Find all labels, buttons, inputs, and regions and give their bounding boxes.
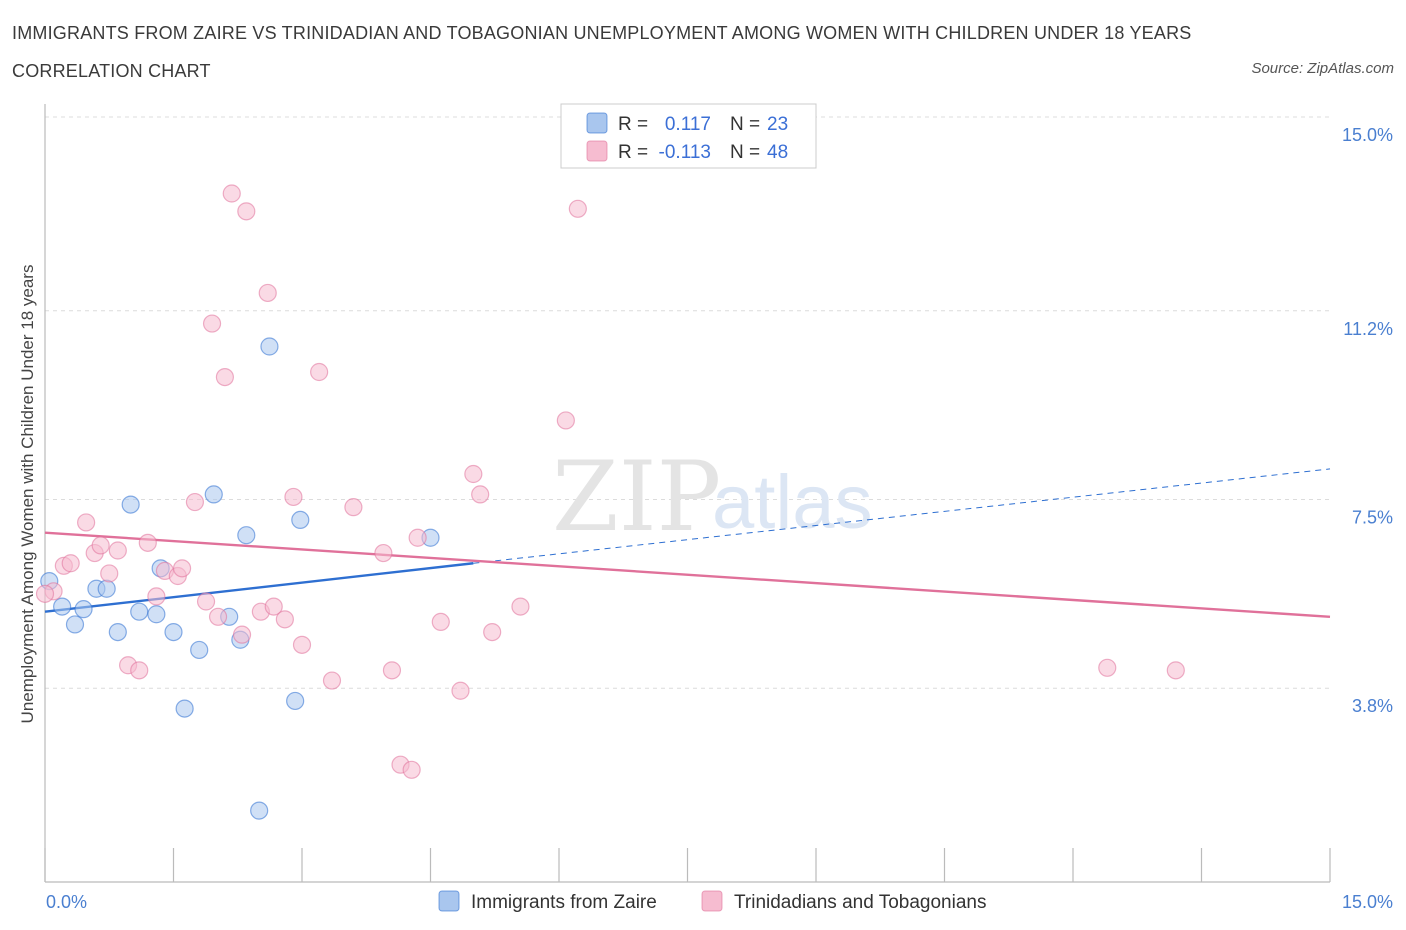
y-axis-label: Unemployment Among Women with Children U… xyxy=(18,265,37,724)
point-series-1-31 xyxy=(344,498,363,517)
point-series-1-19 xyxy=(215,368,234,387)
point-series-1-47 xyxy=(35,584,55,603)
watermark: ZIP atlas xyxy=(552,441,873,553)
point-series-1-7 xyxy=(108,541,127,560)
point-series-1-17 xyxy=(202,314,222,333)
point-series-1-39 xyxy=(464,464,483,484)
point-series-0-21 xyxy=(291,510,310,530)
x-tick-label-max: 15.0% xyxy=(1342,892,1393,912)
point-series-1-5 xyxy=(91,536,110,555)
point-series-1-2 xyxy=(61,554,80,573)
point-series-0-14 xyxy=(204,485,223,504)
point-series-0-11 xyxy=(164,622,183,642)
point-series-0-8 xyxy=(130,602,149,621)
point-series-1-46 xyxy=(1166,661,1185,680)
point-series-1-36 xyxy=(408,528,427,547)
point-series-1-45 xyxy=(1098,658,1117,677)
point-series-1-22 xyxy=(237,202,256,221)
stats-legend-n-label-1: N = xyxy=(730,142,760,163)
point-series-1-42 xyxy=(511,597,530,616)
y-tick-label-3: 15.0% xyxy=(1342,125,1393,145)
point-series-0-20 xyxy=(286,691,305,711)
stats-legend-r-value-1: -0.113 xyxy=(659,142,711,163)
point-series-0-1 xyxy=(53,597,72,616)
axis-layer xyxy=(44,104,1331,883)
point-series-1-38 xyxy=(451,681,470,700)
point-series-0-19 xyxy=(260,337,279,356)
point-series-1-30 xyxy=(322,671,342,690)
point-series-1-29 xyxy=(310,362,329,382)
series-legend-label-1: Trinidadians and Tobagonians xyxy=(734,892,986,913)
chart-title: IMMIGRANTS FROM ZAIRE VS TRINIDADIAN AND… xyxy=(12,23,1192,81)
watermark-zip: ZIP xyxy=(552,441,721,553)
point-series-1-24 xyxy=(258,283,277,303)
stats-legend-r-label-1: R = xyxy=(618,142,648,163)
stats-legend-n-label-0: N = xyxy=(730,114,760,135)
point-series-0-7 xyxy=(121,495,140,514)
stats-legend-r-value-0: 0.117 xyxy=(665,114,711,135)
point-series-1-37 xyxy=(431,612,450,632)
point-series-1-27 xyxy=(284,487,303,507)
point-series-1-3 xyxy=(77,513,96,532)
trend-line-series-0 xyxy=(44,562,474,613)
stats-legend-n-value-0: 23 xyxy=(767,114,788,135)
stats-legend-r-label-0: R = xyxy=(618,114,648,135)
series-legend: Immigrants from Zaire Trinidadians and To… xyxy=(438,890,986,913)
point-series-1-14 xyxy=(172,559,192,578)
points-layer xyxy=(35,184,1185,820)
stats-legend-swatch-1 xyxy=(586,140,608,162)
point-series-1-21 xyxy=(232,625,252,644)
point-series-1-18 xyxy=(208,607,228,626)
series-legend-swatch-0 xyxy=(438,890,460,912)
point-series-1-25 xyxy=(264,597,283,616)
series-legend-label-0: Immigrants from Zaire xyxy=(471,892,657,913)
point-series-0-5 xyxy=(97,579,116,598)
labels-layer: Unemployment Among Women with Children U… xyxy=(18,125,1393,912)
point-series-0-9 xyxy=(147,605,166,624)
point-series-1-26 xyxy=(275,610,294,629)
y-tick-label-0: 3.8% xyxy=(1352,696,1393,716)
stats-legend-n-value-1: 48 xyxy=(767,142,788,163)
y-tick-label-2: 11.2% xyxy=(1343,319,1393,339)
grid-layer xyxy=(45,116,1330,689)
stats-legend: R = 0.117 N = 23 R = -0.113 N = 48 xyxy=(560,103,817,169)
series-legend-swatch-1 xyxy=(701,890,723,912)
source-text: Source: ZipAtlas.com xyxy=(1251,60,1394,77)
y-tick-label-1: 7.5% xyxy=(1352,508,1393,528)
point-series-1-28 xyxy=(292,635,312,654)
watermark-atlas: atlas xyxy=(712,460,873,545)
point-series-1-33 xyxy=(382,661,402,680)
point-series-0-12 xyxy=(175,699,194,718)
point-series-0-6 xyxy=(108,622,127,642)
point-series-1-44 xyxy=(568,199,587,218)
point-series-1-41 xyxy=(483,622,502,642)
trend-extension-series-0 xyxy=(473,468,1331,564)
point-series-1-9 xyxy=(130,661,149,680)
stats-legend-swatch-0 xyxy=(586,112,608,134)
point-series-0-2 xyxy=(65,615,85,634)
point-series-0-17 xyxy=(237,526,256,545)
point-series-0-3 xyxy=(74,600,93,619)
trend-line-series-1 xyxy=(44,531,1331,618)
trend-layer xyxy=(44,468,1331,618)
point-series-0-18 xyxy=(250,801,269,820)
point-series-1-43 xyxy=(556,411,575,430)
point-series-1-32 xyxy=(374,543,393,563)
point-series-0-13 xyxy=(190,640,209,660)
point-series-1-10 xyxy=(138,533,157,552)
point-series-1-15 xyxy=(185,492,205,512)
point-series-1-16 xyxy=(196,592,216,611)
point-series-1-6 xyxy=(100,564,119,583)
point-series-1-40 xyxy=(471,485,490,504)
point-series-1-35 xyxy=(402,760,421,779)
x-tick-label-min: 0.0% xyxy=(46,892,87,912)
point-series-1-11 xyxy=(147,587,166,606)
point-series-1-20 xyxy=(222,184,241,203)
